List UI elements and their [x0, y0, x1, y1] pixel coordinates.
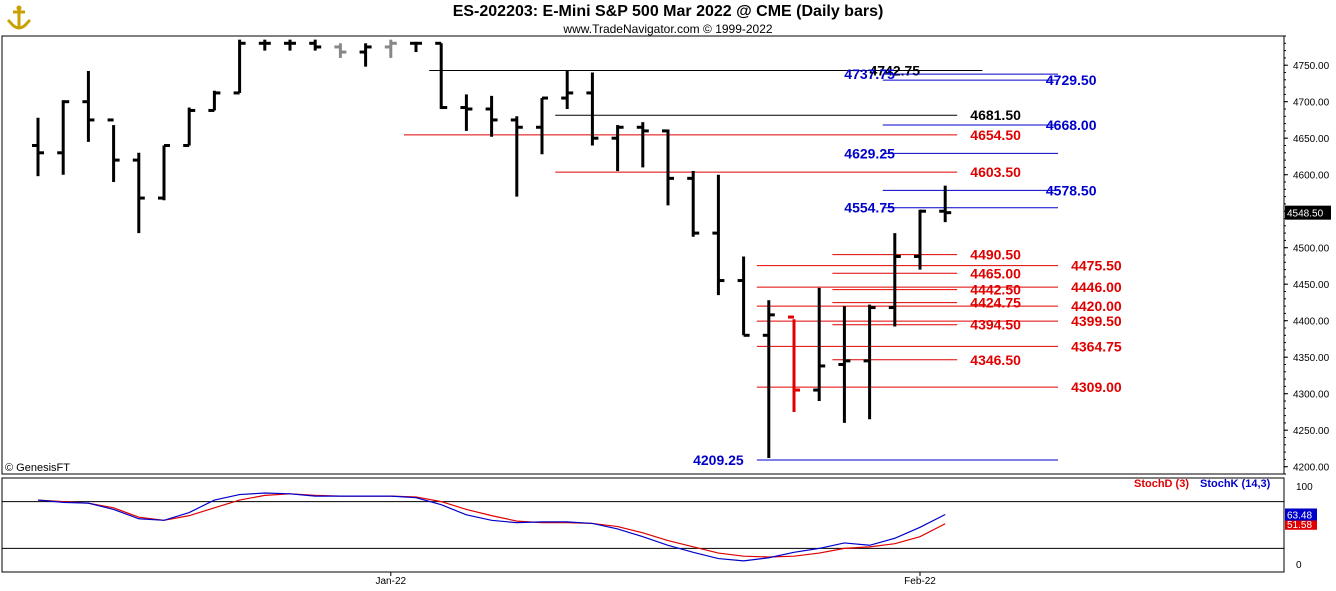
ohlc-bar [561, 71, 574, 109]
level-label: 4603.50 [970, 164, 1021, 180]
ohlc-bar [939, 185, 952, 223]
y-tick-label: 4500.00 [1293, 244, 1330, 255]
last-price-box [1285, 205, 1331, 220]
level-label: 4346.50 [970, 352, 1021, 368]
ohlc-bar [435, 41, 448, 110]
ohlc-bar [586, 72, 599, 146]
y-tick-label: 4700.00 [1293, 98, 1330, 109]
level-label: 4446.00 [1071, 279, 1122, 295]
price-panel-frame [1, 35, 1285, 475]
y-tick-label: 4650.00 [1293, 134, 1330, 145]
ohlc-bar [359, 43, 372, 67]
ohlc-bar [32, 117, 44, 177]
y-tick-label: 4600.00 [1293, 171, 1330, 182]
level-label: 4654.50 [970, 127, 1021, 143]
y-tick-label: 4750.00 [1293, 61, 1330, 72]
legend-stochk: StochK (14,3) [1200, 478, 1271, 490]
ohlc-bar [687, 171, 700, 237]
level-label: 4681.50 [970, 107, 1021, 123]
y-tick-label: 4300.00 [1293, 390, 1330, 401]
level-label: 4209.25 [693, 452, 744, 468]
ohlc-bar [838, 306, 851, 423]
level-label: 4424.75 [970, 295, 1021, 311]
level-label: 4490.50 [970, 247, 1021, 263]
copyright-label: © GenesisFT [5, 462, 70, 474]
ohlc-bar [132, 152, 145, 234]
ohlc-bar [863, 304, 876, 420]
level-label: 4554.75 [844, 200, 895, 216]
level-label: 4394.50 [970, 317, 1021, 333]
level-label: 4442.50 [970, 282, 1021, 298]
y-tick-label: 4400.00 [1293, 317, 1330, 328]
level-label: 4668.00 [1046, 117, 1097, 133]
legend-stochd: StochD (3) [1134, 478, 1189, 490]
level-label: 4578.50 [1046, 182, 1097, 198]
chart-title: ES-202203: E-Mini S&P 500 Mar 2022 @ CME… [452, 3, 884, 20]
ohlc-bar [384, 39, 397, 58]
ohlc-bar [107, 118, 120, 182]
stoch-last-box [1285, 508, 1317, 521]
level-label: 4629.25 [844, 145, 895, 161]
ohlc-bar [410, 41, 422, 53]
anchor-logo-icon [6, 5, 32, 30]
stoch-series-line [37, 493, 946, 558]
level-label: 4309.00 [1071, 379, 1122, 395]
level-label: 4729.50 [1046, 72, 1097, 88]
ohlc-bar [82, 71, 95, 142]
stoch-y-tick-label: 100 [1296, 482, 1313, 493]
ohlc-bar [737, 256, 750, 337]
y-tick-label: 4450.00 [1293, 280, 1330, 291]
ohlc-bar [611, 125, 624, 172]
ohlc-bar [712, 174, 725, 296]
ohlc-bar [914, 209, 926, 270]
level-label: 4420.00 [1071, 298, 1122, 314]
ohlc-bar [762, 300, 775, 458]
ohlc-bar [536, 96, 548, 155]
level-label: 4364.75 [1071, 338, 1122, 354]
ohlc-bar [309, 39, 322, 51]
y-tick-label: 4200.00 [1293, 463, 1330, 474]
chart-subtitle: www.TradeNavigator.com © 1999-2022 [563, 22, 773, 36]
stoch-series-line [37, 492, 946, 562]
level-label: 4475.50 [1071, 258, 1122, 274]
stoch-y-tick-label: 0 [1296, 560, 1302, 571]
ohlc-bar [788, 315, 800, 412]
ohlc-bar [813, 287, 826, 401]
ohlc-bar [158, 144, 170, 201]
x-tick-label: Jan-22 [376, 576, 407, 587]
y-tick-label: 4350.00 [1293, 353, 1330, 364]
ohlc-bar [334, 43, 347, 58]
ohlc-bar [636, 122, 649, 168]
level-label: 4465.00 [970, 265, 1021, 281]
level-label: 4737.75 [844, 66, 895, 82]
stoch-last-label: 51.58 [1287, 520, 1312, 531]
stoch-panel-frame [1, 477, 1285, 573]
ohlc-bar [510, 116, 523, 197]
y-tick-label: 4250.00 [1293, 426, 1330, 437]
level-label: 4399.50 [1071, 313, 1122, 329]
ohlc-bar [258, 39, 271, 51]
x-tick-label: Feb-22 [904, 576, 936, 587]
ohlc-bar [662, 129, 674, 206]
ohlc-bar [208, 90, 221, 112]
ohlc-bar [460, 94, 473, 131]
ohlc-bar [57, 100, 70, 175]
ohlc-bar [284, 39, 296, 51]
last-price-label: 4548.50 [1287, 209, 1324, 220]
stoch-last-box [1285, 517, 1317, 530]
ohlc-bar [233, 39, 246, 95]
stoch-last-label: 63.48 [1287, 510, 1312, 521]
ohlc-bar [888, 233, 901, 327]
ohlc-bar [485, 95, 498, 137]
ohlc-bar [183, 107, 196, 147]
